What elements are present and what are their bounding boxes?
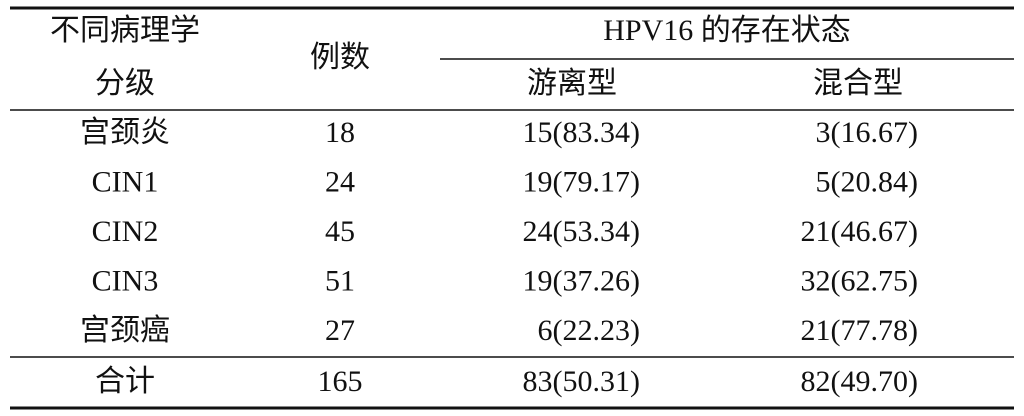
header-cell: 例数 [310, 41, 370, 74]
header-cell: 分级 [95, 67, 155, 100]
table-cell: 3(16.67) [816, 116, 918, 149]
header-cell: HPV16 的存在状态 [603, 14, 851, 47]
table-cell: 45 [325, 215, 355, 248]
table-cell: 27 [325, 314, 355, 347]
table-cell: 19(79.17) [523, 165, 640, 198]
table-cell: 51 [325, 264, 355, 297]
header-cell: 游离型 [527, 67, 617, 100]
table-cell: 15(83.34) [523, 116, 640, 149]
header-cell: 不同病理学 [50, 14, 200, 47]
table-cell: 宫颈炎 [80, 116, 170, 149]
table-cell: 21(46.67) [801, 215, 918, 248]
table-cell: 83(50.31) [523, 365, 640, 398]
table-cell: 24(53.34) [523, 215, 640, 248]
table-cell: CIN3 [92, 264, 159, 297]
table-cell: 24 [325, 165, 355, 198]
table-cell: CIN2 [92, 215, 159, 248]
header-cell: 混合型 [813, 67, 903, 100]
table-cell: 165 [318, 365, 363, 398]
table-cell: 32(62.75) [801, 264, 918, 297]
table-cell: 宫颈癌 [80, 314, 170, 347]
table-cell: 21(77.78) [801, 314, 918, 347]
table-cell: 19(37.26) [523, 264, 640, 297]
table-cell: 18 [325, 116, 355, 149]
table-cell: 82(49.70) [801, 365, 918, 398]
table-cell: 合计 [95, 365, 155, 398]
table-cell: 5(20.84) [816, 165, 918, 198]
table-cell: 6(22.23) [538, 314, 640, 347]
table-cell: CIN1 [92, 165, 159, 198]
